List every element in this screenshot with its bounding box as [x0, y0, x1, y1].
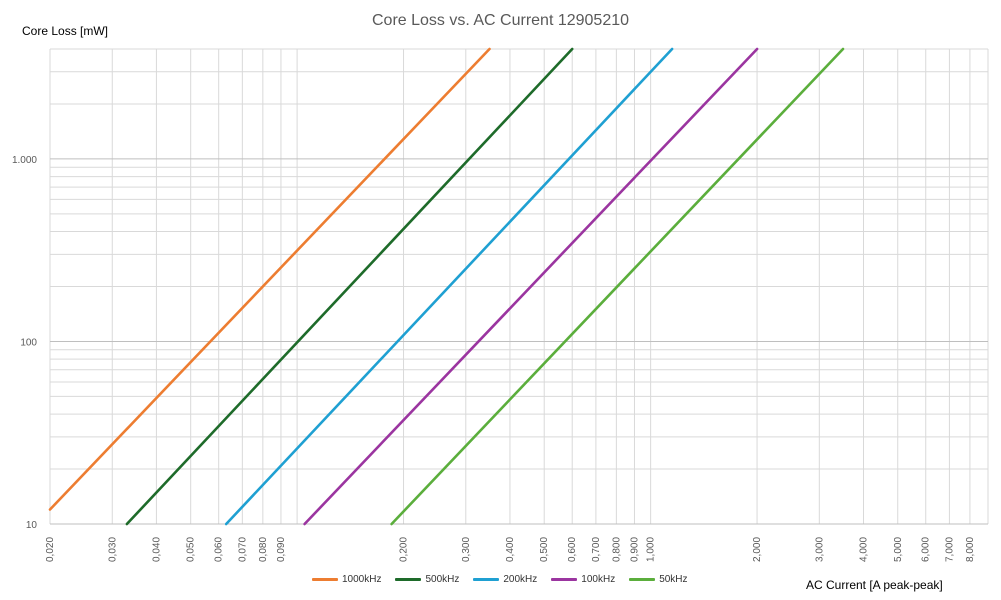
- x-tick-label: 0,040: [151, 537, 162, 562]
- legend-label: 1000kHz: [342, 574, 382, 585]
- series-line-50kHz: [390, 47, 845, 526]
- x-tick-label: 0,900: [629, 537, 640, 562]
- legend-label: 50kHz: [659, 574, 688, 585]
- legend-swatch: [551, 578, 578, 581]
- x-axis-ticks: 0,020 0,030 0,040 0,050 0,060 0,070 0,080 0,090…: [45, 537, 976, 562]
- x-tick-label: 7,000: [944, 537, 955, 562]
- series-group: [48, 47, 845, 526]
- legend-swatch: [395, 578, 422, 581]
- x-tick-label: 0,080: [258, 537, 269, 562]
- x-tick-label: 1,000: [646, 537, 657, 562]
- legend-item-200kHz: 200kHz: [473, 574, 537, 585]
- legend-swatch: [312, 578, 338, 581]
- legend-label: 200kHz: [503, 574, 538, 585]
- legend-item-500kHz: 500kHz: [395, 574, 459, 585]
- y-axis-ticks: 10 100 1.000: [12, 155, 37, 531]
- y-tick-label: 100: [20, 337, 37, 348]
- legend-label: 500kHz: [425, 574, 460, 585]
- legend-label: 100kHz: [581, 574, 616, 585]
- y-axis-title: Core Loss [mW]: [22, 24, 109, 38]
- legend-swatch: [629, 578, 656, 581]
- legend-item-100kHz: 100kHz: [551, 574, 615, 585]
- x-tick-label: 6,000: [921, 537, 932, 562]
- x-tick-label: 8,000: [965, 537, 976, 562]
- series-line-500kHz: [125, 47, 574, 526]
- chart-title: Core Loss vs. AC Current 12905210: [371, 12, 630, 29]
- x-tick-label: 5,000: [893, 537, 904, 562]
- x-tick-label: 3,000: [814, 537, 825, 562]
- x-tick-label: 0,700: [591, 537, 602, 562]
- x-tick-label: 0,500: [539, 537, 550, 562]
- legend: 1000kHz 500kHz 200kHz 100kHz 50kHz: [312, 574, 688, 585]
- x-tick-label: 0,400: [505, 537, 516, 562]
- x-tick-label: 0,050: [186, 537, 197, 562]
- x-tick-label: 2,000: [752, 537, 763, 562]
- x-tick-label: 0,060: [214, 537, 225, 562]
- legend-item-1000kHz: 1000kHz: [312, 574, 381, 585]
- grid: [49, 48, 989, 525]
- x-tick-label: 0,600: [567, 537, 578, 562]
- x-tick-label: 0,030: [107, 537, 118, 562]
- x-tick-label: 0,800: [611, 537, 622, 562]
- x-tick-label: 0,020: [45, 537, 56, 562]
- y-tick-label: 1.000: [12, 155, 37, 166]
- x-tick-label: 0,300: [461, 537, 472, 562]
- series-line-1000kHz: [48, 47, 491, 511]
- series-line-100kHz: [303, 47, 759, 526]
- y-tick-label: 10: [26, 520, 38, 531]
- x-tick-label: 0,200: [399, 537, 410, 562]
- x-tick-label: 0,090: [276, 537, 287, 562]
- series-line-200kHz: [224, 47, 674, 526]
- x-tick-label: 0,070: [237, 537, 248, 562]
- x-tick-label: 4,000: [858, 537, 869, 562]
- legend-swatch: [473, 578, 500, 581]
- x-axis-title: AC Current [A peak-peak]: [806, 578, 943, 592]
- legend-item-50kHz: 50kHz: [629, 574, 688, 585]
